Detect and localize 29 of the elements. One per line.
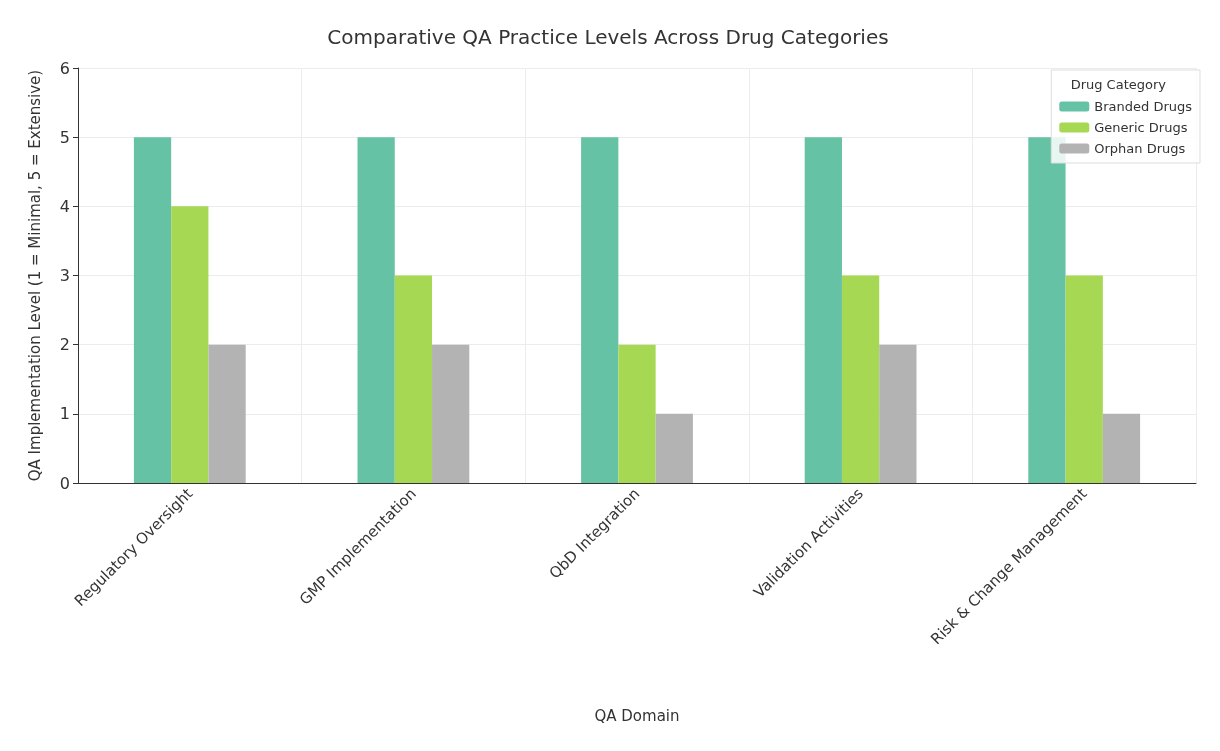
bar [394, 275, 433, 483]
y-tick-label: 3 [59, 266, 70, 285]
y-axis-title: QA Implementation Level (1 = Minimal, 5 = Extensive) [25, 69, 44, 482]
bar [1065, 275, 1103, 483]
bar [655, 413, 693, 483]
bar [618, 344, 656, 483]
legend-label: Generic Drugs [1094, 120, 1188, 135]
chart-title: Comparative QA Practice Levels Across Drug Categories [327, 25, 889, 49]
legend-label: Branded Drugs [1094, 99, 1193, 114]
bar [357, 137, 395, 483]
y-tick-label: 2 [59, 335, 70, 355]
bar [432, 344, 470, 483]
bar [1102, 413, 1141, 483]
x-axis-title: QA Domain [594, 706, 680, 725]
y-tick-label: 0 [59, 473, 70, 493]
legend-title: Drug Category [1070, 77, 1167, 92]
bar [581, 137, 619, 483]
bar [1028, 137, 1066, 483]
legend-label: Orphan Drugs [1094, 141, 1186, 156]
bar [133, 137, 172, 483]
y-tick-label: 1 [59, 404, 70, 424]
bar [804, 137, 842, 483]
bar [171, 206, 209, 483]
bar [841, 275, 880, 483]
y-tick-label: 5 [59, 127, 70, 147]
y-tick-label: 6 [59, 58, 70, 78]
bar [879, 344, 917, 483]
bar [208, 344, 246, 483]
y-tick-label: 4 [59, 196, 70, 216]
